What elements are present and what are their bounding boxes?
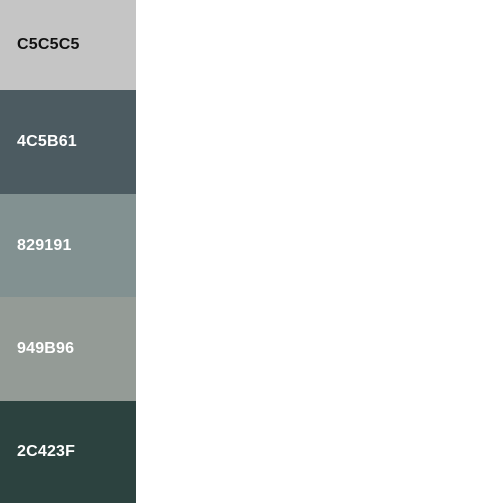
color-swatch-2c423f[interactable]: 2C423F: [0, 401, 136, 503]
swatch-hex-label: 4C5B61: [17, 133, 77, 150]
color-swatch-829191[interactable]: 829191: [0, 194, 136, 297]
color-swatch-4c5b61[interactable]: 4C5B61: [0, 90, 136, 194]
swatch-hex-label: 829191: [17, 236, 72, 254]
swatch-hex-label: C5C5C5: [17, 36, 80, 53]
swatch-hex-label: 2C423F: [17, 443, 76, 460]
color-palette: C5C5C5 4C5B61 829191 949B96 2C423F: [0, 0, 136, 503]
swatch-hex-label: 949B96: [17, 340, 75, 357]
color-swatch-949b96[interactable]: 949B96: [0, 297, 136, 401]
color-swatch-c5c5c5[interactable]: C5C5C5: [0, 0, 136, 90]
